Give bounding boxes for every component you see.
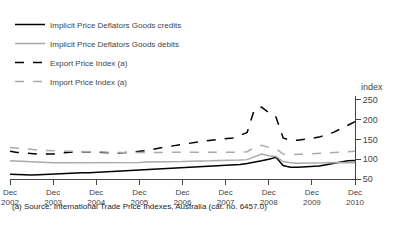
svg-text:Dec2005: Dec2005 bbox=[130, 188, 148, 207]
svg-text:250: 250 bbox=[363, 95, 378, 105]
svg-text:(a) Source: International Trad: (a) Source: International Trade Price In… bbox=[12, 202, 267, 211]
svg-text:Dec2010: Dec2010 bbox=[346, 188, 364, 207]
svg-text:Export Price Index (a): Export Price Index (a) bbox=[50, 59, 128, 68]
svg-text:Dec2003: Dec2003 bbox=[44, 188, 62, 207]
svg-text:100: 100 bbox=[363, 154, 378, 164]
svg-text:Implicit Price Deflators Goods: Implicit Price Deflators Goods credits bbox=[50, 21, 181, 30]
svg-text:Dec2007: Dec2007 bbox=[217, 188, 235, 207]
svg-text:200: 200 bbox=[363, 115, 378, 125]
svg-text:Dec2009: Dec2009 bbox=[303, 188, 321, 207]
svg-text:Dec2008: Dec2008 bbox=[260, 188, 278, 207]
svg-text:Implicit Price Deflators Goods: Implicit Price Deflators Goods debits bbox=[50, 40, 179, 49]
svg-text:index: index bbox=[361, 82, 383, 92]
svg-text:150: 150 bbox=[363, 135, 378, 145]
svg-text:Dec2006: Dec2006 bbox=[174, 188, 192, 207]
svg-text:50: 50 bbox=[363, 174, 373, 184]
svg-text:Import Price Index (a): Import Price Index (a) bbox=[50, 78, 127, 87]
svg-text:Dec2002: Dec2002 bbox=[1, 188, 19, 207]
svg-text:Dec2004: Dec2004 bbox=[87, 188, 105, 207]
